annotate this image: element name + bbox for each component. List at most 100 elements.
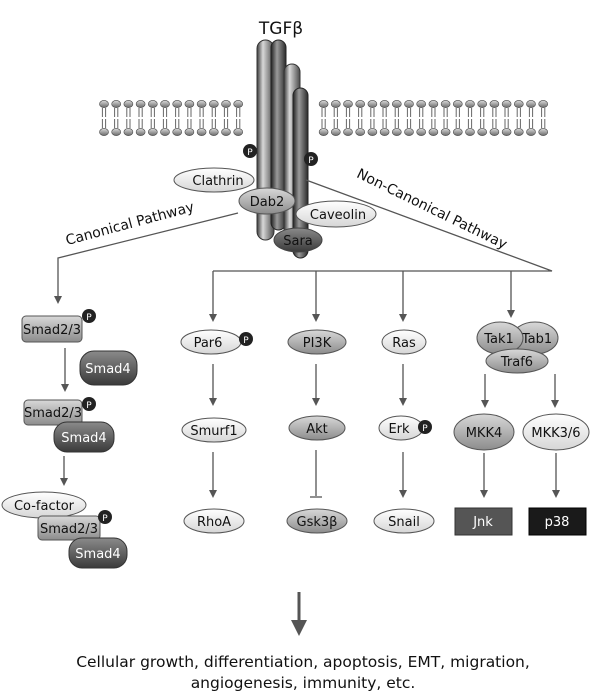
- tak1-branch: Tab1 Tak1 Traf6 MKK4 MKK3/6 Jnk p38: [454, 322, 589, 535]
- lipid-head: [161, 100, 170, 107]
- lipid-head: [490, 128, 499, 135]
- snail-node: Snail: [374, 509, 434, 533]
- svg-text:Gsk3β: Gsk3β: [297, 515, 338, 530]
- svg-text:Akt: Akt: [306, 422, 328, 437]
- caveolin-node: Caveolin: [296, 201, 376, 227]
- svg-text:Co-factor: Co-factor: [14, 499, 75, 514]
- svg-text:MKK3/6: MKK3/6: [531, 426, 580, 441]
- lipid-head: [331, 100, 340, 107]
- svg-text:P: P: [308, 156, 314, 166]
- lipid-head: [344, 100, 353, 107]
- noncanonical-pathway-label: Non-Canonical Pathway: [354, 166, 510, 253]
- svg-text:P: P: [247, 148, 253, 158]
- svg-text:P: P: [86, 313, 92, 323]
- tgfb-receptor: [257, 40, 308, 258]
- lipid-head: [124, 128, 133, 135]
- svg-text:Clathrin: Clathrin: [192, 174, 243, 189]
- par6-node: Par6 P: [181, 330, 253, 354]
- svg-text:Tab1: Tab1: [521, 332, 552, 347]
- akt-node: Akt: [289, 416, 345, 440]
- svg-text:Ras: Ras: [392, 336, 416, 351]
- ras-branch: Ras Erk P Snail: [374, 330, 434, 533]
- smad4-node-1: Smad4: [80, 351, 137, 385]
- lipid-head: [209, 128, 218, 135]
- lipid-head: [453, 128, 462, 135]
- lipid-head: [514, 100, 523, 107]
- lipid-head: [319, 128, 328, 135]
- svg-text:Snail: Snail: [388, 515, 420, 530]
- lipid-head: [148, 128, 157, 135]
- svg-text:Smad4: Smad4: [61, 431, 106, 446]
- smurf1-node: Smurf1: [182, 418, 246, 442]
- sara-node: Sara: [274, 228, 322, 252]
- svg-text:MKK4: MKK4: [466, 426, 503, 441]
- svg-text:P: P: [102, 514, 108, 524]
- lipid-head: [490, 100, 499, 107]
- lipid-head: [331, 128, 340, 135]
- canonical-column: Smad2/3 P Smad4 Smad2/3 P Smad4 Co-facto…: [2, 309, 137, 568]
- dab2-node: Dab2: [239, 188, 295, 214]
- lipid-head: [344, 128, 353, 135]
- smad-complex-1: Smad2/3 P Smad4: [24, 397, 114, 452]
- lipid-head: [124, 100, 133, 107]
- lipid-head: [112, 100, 121, 107]
- lipid-head: [392, 128, 401, 135]
- lipid-head: [356, 100, 365, 107]
- outcome-line-1: Cellular growth, differentiation, apopto…: [76, 653, 530, 671]
- svg-text:Sara: Sara: [283, 234, 313, 249]
- lipid-head: [136, 128, 145, 135]
- svg-text:Jnk: Jnk: [472, 515, 493, 530]
- lipid-head: [173, 128, 182, 135]
- lipid-head: [319, 100, 328, 107]
- svg-text:Smad4: Smad4: [85, 362, 130, 377]
- lipid-head: [466, 100, 475, 107]
- lipid-head: [380, 100, 389, 107]
- svg-text:p38: p38: [545, 515, 570, 530]
- lipid-head: [380, 128, 389, 135]
- svg-text:Traf6: Traf6: [500, 355, 533, 370]
- lipid-head: [100, 100, 109, 107]
- mkk4-node: MKK4: [454, 414, 514, 450]
- lipid-head: [234, 128, 243, 135]
- svg-text:Smad2/3: Smad2/3: [24, 406, 82, 421]
- svg-text:RhoA: RhoA: [197, 515, 231, 530]
- lipid-head: [173, 100, 182, 107]
- canonical-pathway-label: Canonical Pathway: [64, 199, 196, 249]
- ligand-label: TGFβ: [258, 19, 303, 39]
- lipid-head: [417, 128, 426, 135]
- lipid-head: [405, 128, 414, 135]
- lipid-head: [368, 100, 377, 107]
- svg-text:Par6: Par6: [194, 336, 223, 351]
- svg-text:P: P: [422, 424, 428, 434]
- lipid-head: [502, 100, 511, 107]
- lipid-head: [112, 128, 121, 135]
- svg-text:P: P: [86, 401, 92, 411]
- svg-text:Smad2/3: Smad2/3: [23, 323, 81, 338]
- lipid-head: [453, 100, 462, 107]
- lipid-head: [368, 128, 377, 135]
- lipid-head: [405, 100, 414, 107]
- svg-text:Smad4: Smad4: [75, 547, 120, 562]
- lipid-head: [429, 100, 438, 107]
- lipid-head: [222, 100, 231, 107]
- lipid-head: [100, 128, 109, 135]
- receptor-phospho-left: P: [243, 144, 257, 158]
- lipid-head: [161, 128, 170, 135]
- lipid-head: [148, 100, 157, 107]
- lipid-head: [502, 128, 511, 135]
- svg-text:Tak1: Tak1: [483, 332, 514, 347]
- svg-text:Caveolin: Caveolin: [310, 208, 366, 223]
- svg-text:Dab2: Dab2: [250, 195, 285, 210]
- smad-complex-cofactor: Co-factor Smad2/3 P Smad4: [2, 492, 127, 568]
- svg-text:Erk: Erk: [388, 422, 410, 437]
- pi3k-branch: PI3K Akt Gsk3β: [287, 330, 347, 533]
- ras-node: Ras: [382, 330, 426, 354]
- smad23-node-1: Smad2/3 P: [22, 309, 96, 342]
- gsk3b-node: Gsk3β: [287, 509, 347, 533]
- cell-membrane: [100, 100, 548, 135]
- lipid-head: [185, 128, 194, 135]
- lipid-head: [478, 128, 487, 135]
- lipid-head: [234, 100, 243, 107]
